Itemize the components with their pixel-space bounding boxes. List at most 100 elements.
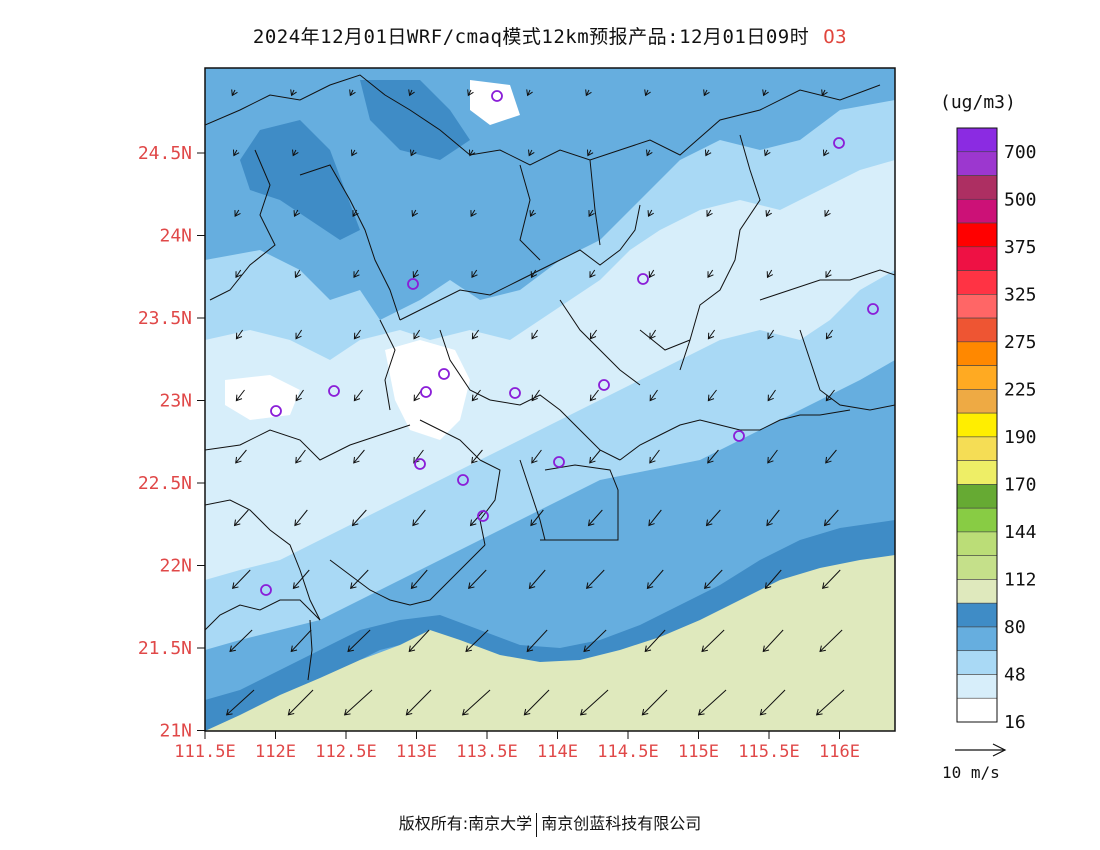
boundary-line — [439, 329, 491, 401]
colorbar-cell — [956, 650, 998, 675]
latitude-axis: 24.5N 24N 23.5N 23N 22.5N 22N 21.5N 21N — [138, 143, 205, 742]
pollutant-species: O3 — [823, 26, 848, 48]
station-marker — [491, 90, 503, 102]
wind-arrow — [585, 89, 592, 97]
colorbar-cell — [956, 175, 998, 200]
boundary-line — [299, 164, 401, 321]
colorbar-tick-label: 375 — [1004, 237, 1037, 258]
province-boundaries — [205, 74, 895, 681]
wind-arrow — [408, 629, 430, 653]
boundary-line — [589, 159, 601, 246]
boundary-line — [519, 459, 546, 541]
colorbar-cell — [956, 270, 998, 295]
station-marker — [477, 510, 489, 522]
wind-arrow — [767, 329, 775, 340]
colorbar-unit: (ug/m3) — [940, 92, 1016, 113]
wind-arrow — [825, 389, 835, 402]
station-marker — [438, 368, 450, 380]
lon-tick-label: 111.5E — [174, 742, 235, 762]
wind-arrow — [405, 689, 432, 716]
colorbar-tick-label: 225 — [1004, 379, 1037, 400]
map-title: 2024年12月01日WRF/cmaq模式12km预报产品:12月01日09时 O… — [0, 22, 1100, 49]
colorbar-cell — [956, 198, 998, 224]
lat-tick-label: 24N — [159, 226, 192, 247]
lon-tick-label: 112.5E — [315, 742, 376, 762]
wind-arrow — [410, 569, 428, 590]
station-marker — [414, 458, 426, 470]
wind-arrow — [353, 269, 360, 279]
wind-arrow — [290, 89, 297, 97]
wind-arrow — [697, 689, 727, 716]
wind-arrow — [825, 329, 834, 340]
wind-arrow — [530, 509, 544, 527]
wind-arrow — [825, 449, 837, 464]
wind-arrow — [762, 89, 769, 97]
footer-divider — [536, 812, 538, 837]
station-marker — [420, 386, 432, 398]
wind-arrow — [644, 629, 666, 653]
wind-arrow — [530, 269, 538, 279]
boundary-line — [559, 299, 641, 386]
wind-arrow — [589, 389, 599, 402]
boundary-line — [639, 329, 691, 351]
colorbar-cell — [956, 602, 998, 628]
wind-arrow — [295, 329, 303, 340]
wind-arrow — [295, 449, 306, 464]
colorbar-tick-label: 144 — [1004, 522, 1037, 543]
wind-arrow — [589, 269, 596, 279]
wind-arrow — [410, 149, 417, 157]
colorbar-cell — [956, 579, 998, 604]
wind-arrow — [707, 449, 719, 464]
field-coastal-band — [205, 520, 895, 731]
wind-arrow — [644, 89, 651, 97]
wind-arrow — [586, 149, 594, 157]
colorbar-cell — [956, 674, 998, 699]
lon-tick-label: 114E — [537, 742, 578, 762]
colorbar-tick-label: 48 — [1004, 664, 1026, 685]
station-marker — [407, 278, 419, 290]
colorbar-tick-label: 170 — [1004, 474, 1037, 495]
colorbar-cell — [956, 412, 998, 438]
wind-arrow — [707, 269, 714, 279]
wind-arrow — [235, 269, 242, 279]
wind-arrow — [706, 209, 713, 217]
colorbar-cell — [956, 555, 998, 580]
wind-arrow — [471, 389, 481, 402]
wind-arrow — [471, 449, 483, 464]
wind-arrow — [819, 629, 843, 653]
colorbar-tick-label: 700 — [1004, 142, 1037, 163]
wind-arrow — [225, 689, 255, 716]
copyright-owner: 版权所有:南京大学 — [398, 814, 533, 833]
wind-arrow — [229, 629, 253, 653]
wind-arrow — [353, 449, 365, 464]
wind-vectors — [225, 89, 845, 716]
wind-arrow — [352, 209, 359, 217]
wind-arrow — [649, 329, 657, 340]
wind-arrow — [585, 569, 605, 590]
lon-tick-label: 115.5E — [738, 742, 799, 762]
wind-arrow — [347, 629, 371, 653]
colorbar-tick-label: 325 — [1004, 284, 1037, 305]
wind-arrow — [408, 89, 415, 97]
wind-arrow — [349, 89, 356, 97]
boundary-line — [619, 409, 851, 461]
boundary-line — [759, 269, 895, 301]
wind-arrow — [531, 389, 540, 402]
wind-arrow — [353, 329, 362, 340]
lon-tick-label: 114.5E — [597, 742, 658, 762]
wind-arrow — [765, 209, 772, 217]
wind-arrow — [235, 329, 244, 340]
boundary-line — [399, 204, 641, 321]
wind-arrow — [705, 509, 721, 527]
map-title-text: 2024年12月01日WRF/cmaq模式12km预报产品:12月01日09时 — [252, 26, 810, 48]
wind-arrow — [528, 569, 546, 590]
station-marker — [509, 387, 521, 399]
lon-tick-label: 112E — [255, 742, 296, 762]
wind-arrow — [589, 449, 601, 464]
wind-arrow — [707, 389, 717, 402]
colorbar-cell — [956, 507, 998, 533]
concentration-field — [205, 68, 895, 731]
wind-arrow — [528, 149, 535, 157]
lat-tick-label: 21.5N — [138, 638, 192, 659]
wind-arrow — [471, 329, 480, 340]
